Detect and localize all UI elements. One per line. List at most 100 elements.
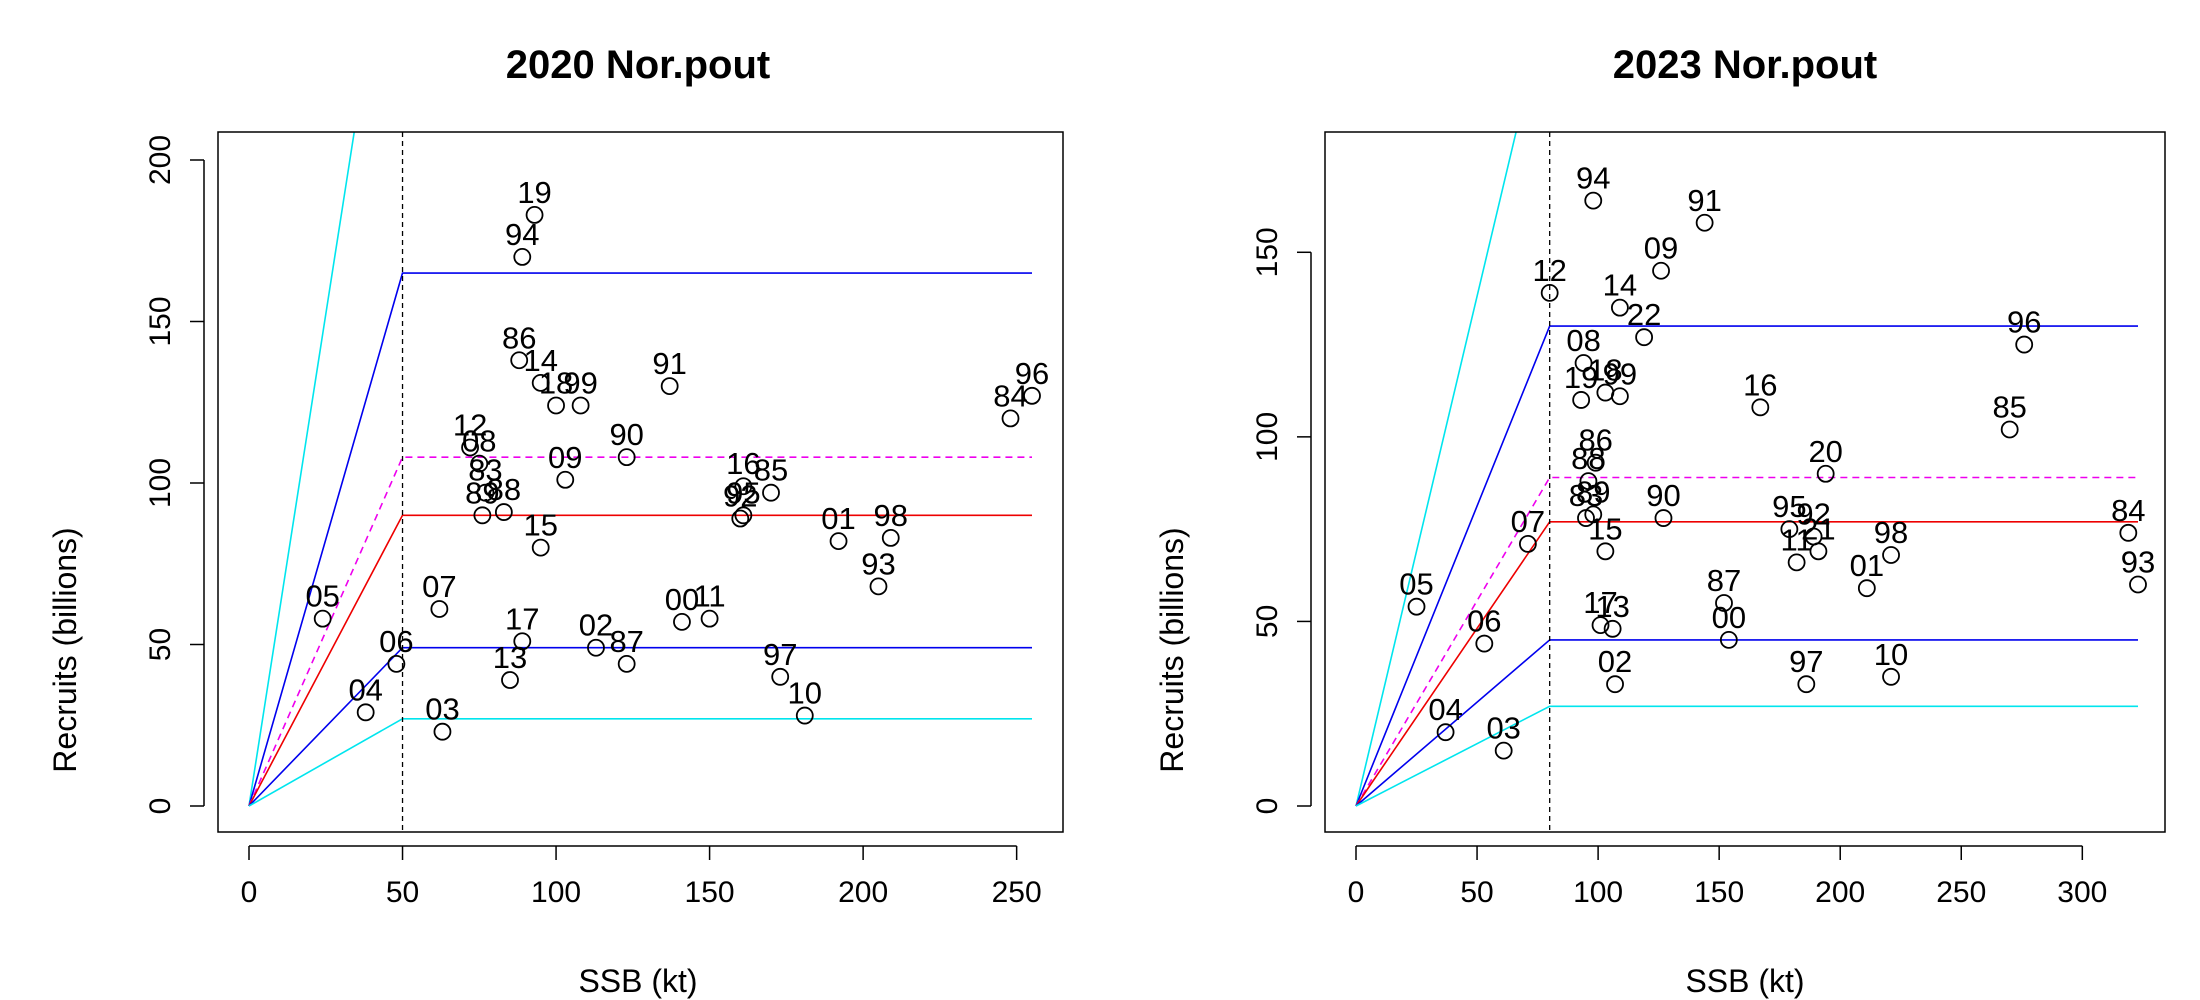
data-point-07 xyxy=(1518,535,1537,553)
data-point-90 xyxy=(617,448,636,467)
point-label: 97 xyxy=(763,637,797,672)
point-label: 11 xyxy=(693,579,725,614)
data-point-15 xyxy=(531,538,550,557)
point-label: 87 xyxy=(1707,563,1741,598)
point-label: 02 xyxy=(1598,644,1632,679)
point-label: 96 xyxy=(2007,305,2041,340)
point-label: 00 xyxy=(1712,600,1746,635)
y-tick-label: 0 xyxy=(144,798,177,815)
data-point-98 xyxy=(881,529,900,547)
plot-frame xyxy=(217,131,1064,833)
data-point-12 xyxy=(1540,283,1559,302)
x-tick-label: 100 xyxy=(531,876,581,909)
point-label: 03 xyxy=(1486,711,1520,746)
data-point-87 xyxy=(617,654,636,673)
data-point-10 xyxy=(795,706,814,725)
point-label: 18 xyxy=(1588,353,1622,388)
point-label: 99 xyxy=(1603,356,1637,391)
point-label: 05 xyxy=(1399,567,1433,602)
point-label: 09 xyxy=(548,440,582,475)
reference-line xyxy=(1355,132,1517,807)
data-point-07 xyxy=(430,600,449,618)
y-tick-label: 50 xyxy=(144,628,177,661)
point-label: 20 xyxy=(1808,434,1842,469)
point-label: 01 xyxy=(821,501,855,536)
point-label: 93 xyxy=(2121,545,2155,580)
data-point-05 xyxy=(313,609,332,628)
point-label: 14 xyxy=(1603,268,1637,303)
x-axis-label: SSB (kt) xyxy=(578,963,697,999)
data-point-16 xyxy=(734,477,753,496)
point-label: 90 xyxy=(1646,478,1680,513)
data-point-97 xyxy=(1797,675,1816,694)
data-point-08 xyxy=(1574,354,1593,372)
x-tick-label: 300 xyxy=(2057,876,2107,909)
y-tick-label: 0 xyxy=(1251,798,1284,815)
data-point-11 xyxy=(700,609,719,628)
y-axis-label: Recruits (billions) xyxy=(1154,527,1190,772)
point-label: 08 xyxy=(462,424,496,459)
reference-line xyxy=(1355,325,2138,807)
panel-2023: 2023 Nor.pout SSB (kt) Recruits (billion… xyxy=(1154,43,2166,999)
panel-2020: 2020 Nor.pout SSB (kt) Recruits (billion… xyxy=(47,43,1064,999)
data-point-94 xyxy=(513,247,532,266)
data-point-86 xyxy=(1586,453,1605,472)
point-label: 16 xyxy=(726,446,760,481)
point-label: 15 xyxy=(523,508,557,543)
point-label: 90 xyxy=(609,417,643,452)
point-label: 21 xyxy=(1801,511,1835,546)
y-axis-label: Recruits (billions) xyxy=(47,527,83,772)
chart-title: 2023 Nor.pout xyxy=(1613,43,1878,87)
data-point-18 xyxy=(547,396,565,415)
point-label: 12 xyxy=(1532,253,1566,288)
data-point-91 xyxy=(1695,213,1714,232)
point-label: 92 xyxy=(1796,497,1830,532)
x-tick-label: 50 xyxy=(386,876,419,909)
point-label: 98 xyxy=(1874,515,1908,550)
data-point-00 xyxy=(1719,630,1738,649)
x-tick-label: 0 xyxy=(1348,876,1365,909)
point-label: 91 xyxy=(1687,183,1721,218)
data-point-85 xyxy=(762,483,780,502)
data-point-03 xyxy=(1494,741,1513,760)
data-point-91 xyxy=(660,377,679,396)
point-label: 97 xyxy=(1789,644,1823,679)
point-label: 22 xyxy=(1627,297,1661,332)
point-label: 17 xyxy=(1583,585,1617,620)
data-point-96 xyxy=(2015,335,2034,354)
data-point-88 xyxy=(1579,472,1598,491)
point-label: 16 xyxy=(1743,367,1777,402)
point-label: 18 xyxy=(539,365,573,400)
data-point-21 xyxy=(1809,542,1828,561)
data-point-84 xyxy=(2119,523,2138,542)
data-point-13 xyxy=(1603,619,1622,638)
point-label: 95 xyxy=(1772,489,1806,524)
point-label: 11 xyxy=(1781,522,1813,557)
data-point-22 xyxy=(1635,328,1654,347)
data-point-92 xyxy=(731,509,750,528)
reference-line xyxy=(248,272,1032,807)
point-label: 84 xyxy=(2111,493,2145,528)
point-label: 95 xyxy=(726,475,760,510)
reference-line xyxy=(248,132,356,807)
y-tick-label: 200 xyxy=(144,135,177,185)
reference-line xyxy=(1355,705,2138,807)
data-point-00 xyxy=(673,612,691,631)
data-point-83 xyxy=(476,483,495,502)
y-tick-label: 150 xyxy=(144,296,177,346)
point-label: 91 xyxy=(652,346,686,381)
data-point-96 xyxy=(1023,386,1041,405)
data-point-02 xyxy=(587,638,605,657)
reference-line xyxy=(248,514,1032,807)
data-point-17 xyxy=(513,632,532,651)
data-point-09 xyxy=(1652,261,1670,280)
point-label: 06 xyxy=(1467,604,1501,639)
point-label: 01 xyxy=(1850,548,1884,583)
y-tick-label: 100 xyxy=(1251,412,1284,462)
point-label: 06 xyxy=(379,624,413,659)
point-label: 94 xyxy=(1576,161,1610,196)
point-label: 05 xyxy=(305,579,339,614)
data-point-88 xyxy=(494,503,513,521)
data-point-02 xyxy=(1606,675,1624,694)
